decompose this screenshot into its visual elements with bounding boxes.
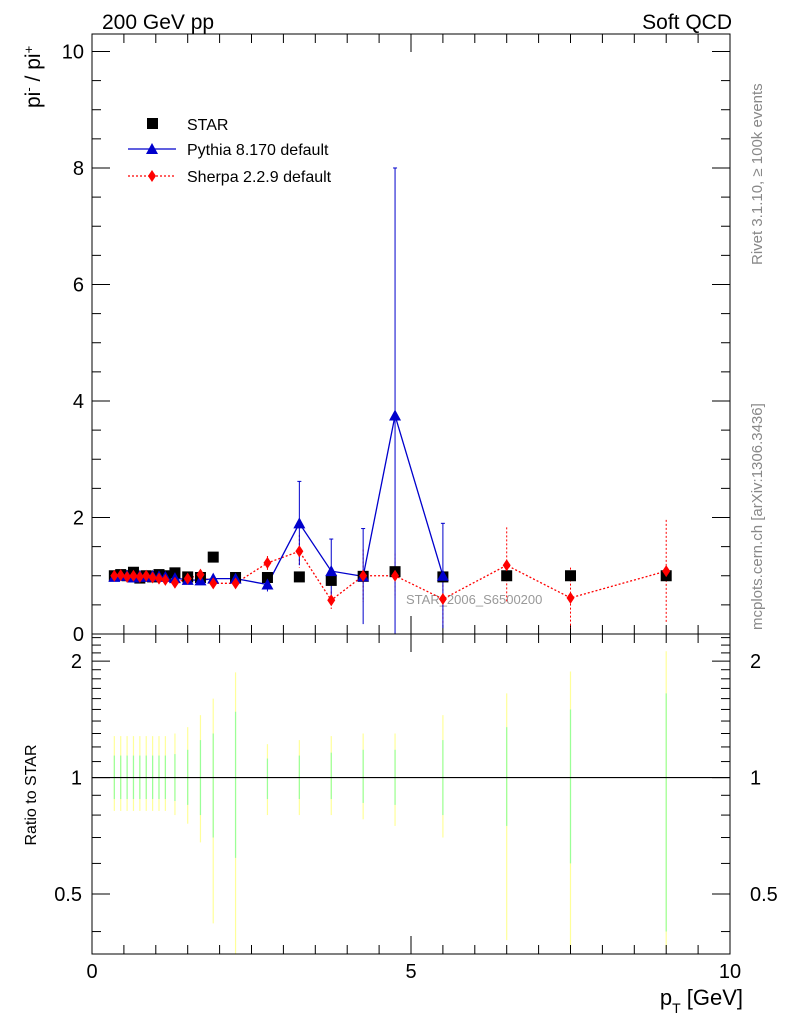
sherpa-point <box>438 593 447 606</box>
sherpa-point <box>161 573 170 586</box>
rivet-label: Rivet 3.1.10, ≥ 100k events <box>749 83 766 265</box>
ratio-ytick-label-right: 0.5 <box>750 884 778 906</box>
pythia-point <box>261 578 274 590</box>
sherpa-point <box>148 571 157 584</box>
legend-pythia-marker <box>146 143 158 154</box>
main-ytick-label: 8 <box>73 158 84 180</box>
legend-star-label: STAR <box>187 117 228 134</box>
xlabel: pT [GeV] <box>660 985 743 1016</box>
ratio-ytick-label-right: 2 <box>750 651 761 673</box>
ratio-ytick-label-right: 1 <box>750 768 761 790</box>
main-ytick-labels: 0 2 4 6 8 10 <box>62 41 84 646</box>
xtick-label: 0 <box>86 961 97 983</box>
ratio-ytick-labels: 0.5 0.5 1 1 2 2 <box>54 651 778 906</box>
legend-sherpa-marker <box>148 170 156 182</box>
main-ticks <box>91 34 731 635</box>
legend: STAR Pythia 8.170 default Sherpa 2.2.9 d… <box>128 117 332 186</box>
main-ylabel-sup-1: - <box>21 87 36 91</box>
ratio-bands <box>113 651 667 954</box>
sherpa-point <box>196 568 205 581</box>
sherpa-point <box>129 569 138 582</box>
star-point <box>293 571 305 583</box>
sherpa-point <box>295 545 304 558</box>
sherpa-point <box>502 559 511 572</box>
main-series <box>108 167 672 634</box>
sherpa-point <box>566 591 575 604</box>
pythia-point <box>293 517 306 529</box>
ratio-ytick-label: 0.5 <box>54 884 82 906</box>
legend-star-marker <box>147 118 158 129</box>
xlabel-sub: T <box>672 1000 681 1016</box>
xtick-label: 10 <box>719 961 741 983</box>
sherpa-point <box>110 569 119 582</box>
ratio-ytick-label: 2 <box>71 651 82 673</box>
mcplots-label: mcplots.cern.ch [arXiv:1306.3436] <box>749 403 766 630</box>
main-ytick-label: 4 <box>73 391 84 413</box>
main-ylabel: pi- / pi+ <box>21 46 46 108</box>
header-right: Soft QCD <box>642 11 732 34</box>
pythia-point <box>436 569 449 581</box>
legend-pythia-label: Pythia 8.170 default <box>187 142 329 159</box>
xtick-labels: 0 5 10 <box>86 961 741 983</box>
sherpa-point <box>135 570 144 583</box>
main-ylabel-slash: / <box>22 70 45 88</box>
sherpa-point <box>209 577 218 590</box>
main-ylabel-base-2: pi <box>22 53 45 69</box>
pythia-point <box>325 565 338 577</box>
sherpa-point <box>359 569 368 582</box>
sherpa-point <box>142 569 151 582</box>
header-left: 200 GeV pp <box>102 11 214 34</box>
main-ytick-label: 6 <box>73 274 84 296</box>
star-point <box>501 570 513 582</box>
sherpa-point <box>263 556 272 569</box>
pythia-point <box>389 409 402 421</box>
ratio-panel: 0.5 0.5 1 1 2 2 0 5 10 Ratio to STAR pT [GeV] <box>23 633 778 1016</box>
sherpa-point <box>183 572 192 585</box>
xlabel-base: p <box>660 985 672 1010</box>
ratio-ticks <box>91 634 731 954</box>
sherpa-point <box>391 569 400 582</box>
sherpa-point <box>170 576 179 589</box>
sherpa-point <box>123 570 132 583</box>
sherpa-point <box>327 594 336 607</box>
star-point <box>207 551 219 563</box>
watermark: STAR_2006_S6500200 <box>406 592 542 607</box>
sherpa-point <box>154 572 163 585</box>
xtick-label: 5 <box>405 961 416 983</box>
main-ytick-label: 2 <box>73 507 84 529</box>
legend-sherpa-label: Sherpa 2.2.9 default <box>187 169 332 186</box>
star-point <box>261 571 273 583</box>
sherpa-point <box>231 577 240 590</box>
star-point <box>325 574 337 586</box>
ratio-ylabel: Ratio to STAR <box>23 744 40 845</box>
main-ylabel-sup-2: + <box>21 46 36 54</box>
ratio-ytick-label: 1 <box>71 768 82 790</box>
main-ytick-label: 10 <box>62 41 84 63</box>
main-ylabel-base-1: pi <box>22 92 45 108</box>
main-ytick-label: 0 <box>73 624 84 646</box>
star-point <box>565 570 576 582</box>
xlabel-unit: [GeV] <box>687 985 743 1010</box>
sherpa-point <box>662 565 671 578</box>
sherpa-point <box>116 569 125 582</box>
